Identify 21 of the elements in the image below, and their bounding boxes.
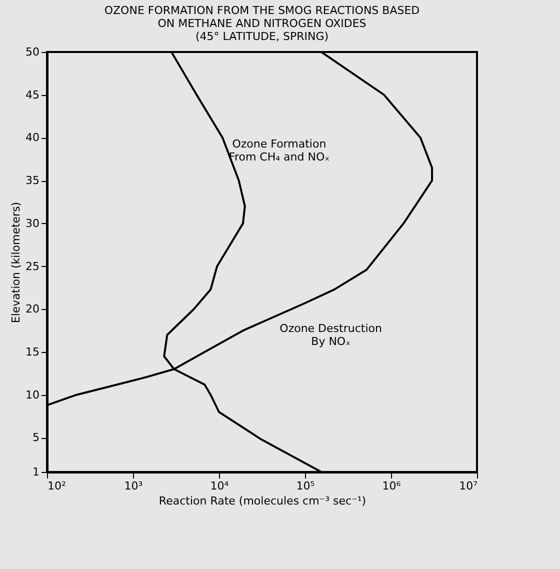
- x-tick-label: 10⁴: [210, 480, 230, 492]
- y-tick-label: 15: [26, 346, 40, 358]
- y-tick-label: 30: [26, 216, 40, 230]
- y-tick-label: 45: [26, 88, 40, 102]
- x-axis-title: Reaction Rate (molecules cm⁻³ sec⁻¹): [158, 494, 366, 508]
- x-tick-label: 10⁷: [459, 480, 478, 492]
- x-tick-label: 10⁵: [296, 480, 315, 492]
- y-tick-label: 35: [26, 174, 40, 188]
- x-tick-label: 10⁶: [382, 480, 402, 492]
- y-tick-label: 1: [32, 466, 40, 478]
- y-tick-label: 50: [26, 46, 40, 58]
- x-tick-label: 10²: [48, 480, 66, 492]
- y-tick-label: 10: [26, 388, 40, 402]
- x-tick-label: 10³: [124, 480, 143, 492]
- y-tick-label: 20: [26, 302, 40, 316]
- annotation: Ozone Destruction By NOₓ: [280, 322, 382, 348]
- y-tick-label: 40: [26, 131, 40, 144]
- chart-title: OZONE FORMATION FROM THE SMOG REACTIONS BASED ON METHANE AND NITROGEN OXIDES (45° LATITUDE, SPRING): [104, 4, 420, 43]
- y-axis-title: Elevation (kilometers): [10, 202, 23, 324]
- y-tick-label: 25: [26, 260, 40, 273]
- y-tick-label: 5: [32, 431, 40, 444]
